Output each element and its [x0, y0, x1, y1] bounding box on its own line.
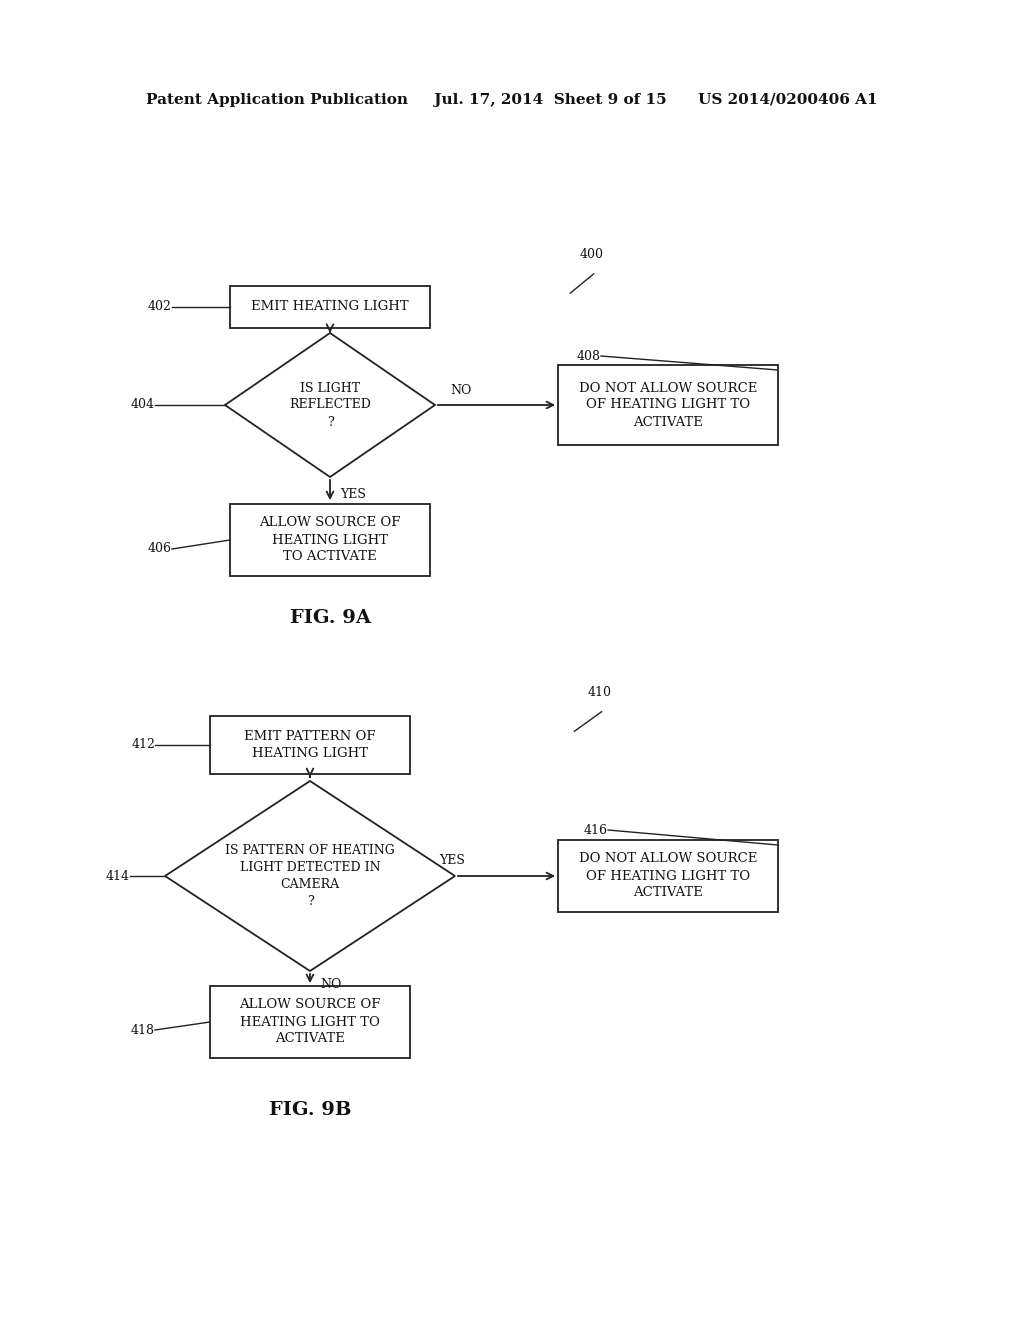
Text: 412: 412	[131, 738, 155, 751]
Polygon shape	[165, 781, 455, 972]
Text: 410: 410	[588, 686, 612, 700]
Text: IS PATTERN OF HEATING
LIGHT DETECTED IN
CAMERA
?: IS PATTERN OF HEATING LIGHT DETECTED IN …	[225, 843, 395, 908]
Text: 402: 402	[148, 301, 172, 314]
Text: DO NOT ALLOW SOURCE
OF HEATING LIGHT TO
ACTIVATE: DO NOT ALLOW SOURCE OF HEATING LIGHT TO …	[579, 853, 757, 899]
Text: 408: 408	[577, 350, 601, 363]
Text: ALLOW SOURCE OF
HEATING LIGHT TO
ACTIVATE: ALLOW SOURCE OF HEATING LIGHT TO ACTIVAT…	[240, 998, 381, 1045]
Text: Patent Application Publication     Jul. 17, 2014  Sheet 9 of 15      US 2014/020: Patent Application Publication Jul. 17, …	[146, 92, 878, 107]
Polygon shape	[225, 333, 435, 477]
Text: IS LIGHT
REFLECTED
?: IS LIGHT REFLECTED ?	[289, 381, 371, 429]
Text: FIG. 9B: FIG. 9B	[268, 1101, 351, 1119]
Text: YES: YES	[340, 487, 366, 500]
Text: 400: 400	[580, 248, 604, 261]
Text: EMIT PATTERN OF
HEATING LIGHT: EMIT PATTERN OF HEATING LIGHT	[245, 730, 376, 760]
FancyBboxPatch shape	[210, 715, 410, 774]
Text: 418: 418	[131, 1023, 155, 1036]
Text: 416: 416	[584, 824, 608, 837]
Text: 406: 406	[148, 543, 172, 556]
Text: EMIT HEATING LIGHT: EMIT HEATING LIGHT	[251, 301, 409, 314]
Text: YES: YES	[439, 854, 465, 866]
Text: ALLOW SOURCE OF
HEATING LIGHT
TO ACTIVATE: ALLOW SOURCE OF HEATING LIGHT TO ACTIVAT…	[259, 516, 400, 564]
Text: NO: NO	[450, 384, 471, 396]
FancyBboxPatch shape	[210, 986, 410, 1059]
FancyBboxPatch shape	[230, 286, 430, 327]
Text: 414: 414	[106, 870, 130, 883]
FancyBboxPatch shape	[558, 366, 778, 445]
Text: 404: 404	[131, 399, 155, 412]
Text: DO NOT ALLOW SOURCE
OF HEATING LIGHT TO
ACTIVATE: DO NOT ALLOW SOURCE OF HEATING LIGHT TO …	[579, 381, 757, 429]
Text: NO: NO	[319, 978, 341, 991]
FancyBboxPatch shape	[230, 504, 430, 576]
FancyBboxPatch shape	[558, 840, 778, 912]
Text: FIG. 9A: FIG. 9A	[290, 609, 371, 627]
